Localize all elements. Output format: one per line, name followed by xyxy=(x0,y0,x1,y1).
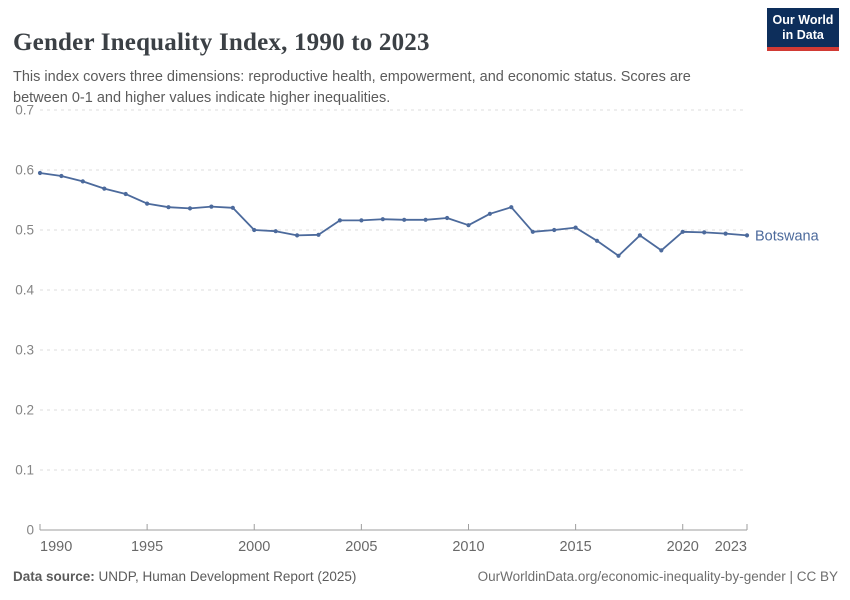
y-tick-label: 0 xyxy=(26,523,34,538)
data-point[interactable] xyxy=(573,225,578,230)
data-point[interactable] xyxy=(445,215,450,221)
data-point[interactable] xyxy=(402,217,407,222)
data-source-value: UNDP, Human Development Report (2025) xyxy=(94,569,357,584)
data-point[interactable] xyxy=(166,205,171,210)
attribution-link[interactable]: OurWorldinData.org/economic-inequality-b… xyxy=(477,569,838,584)
data-point[interactable] xyxy=(637,233,643,238)
y-tick-label: 0.3 xyxy=(15,343,34,358)
data-point[interactable] xyxy=(594,238,600,243)
data-source-label: Data source: xyxy=(13,569,95,584)
data-point[interactable] xyxy=(37,170,43,176)
data-point[interactable] xyxy=(59,173,64,179)
x-tick-label: 2015 xyxy=(559,539,591,555)
y-tick-label: 0.6 xyxy=(15,163,34,178)
y-tick-label: 0.7 xyxy=(15,103,34,118)
data-point[interactable] xyxy=(337,218,342,223)
data-point[interactable] xyxy=(552,227,557,233)
x-tick-label: 2000 xyxy=(238,539,270,555)
y-tick-label: 0.1 xyxy=(15,463,34,478)
data-point[interactable] xyxy=(723,231,728,236)
owid-logo-line2: in Data xyxy=(782,28,824,42)
data-point[interactable] xyxy=(509,205,514,210)
data-point[interactable] xyxy=(530,229,535,234)
data-point[interactable] xyxy=(209,204,214,209)
data-point[interactable] xyxy=(659,248,664,253)
data-point[interactable] xyxy=(295,233,300,238)
page-title: Gender Inequality Index, 1990 to 2023 xyxy=(13,28,430,56)
chart-subtitle: This index covers three dimensions: repr… xyxy=(13,68,691,106)
data-line xyxy=(39,172,748,257)
owid-logo-line1: Our World xyxy=(772,13,834,27)
x-tick-label: 2023 xyxy=(715,539,747,555)
y-tick-label: 0.5 xyxy=(15,223,34,238)
data-point[interactable] xyxy=(230,205,235,210)
data-point[interactable] xyxy=(316,232,321,237)
data-point[interactable] xyxy=(487,211,492,216)
data-point[interactable] xyxy=(744,233,750,238)
x-tick-label: 2010 xyxy=(452,539,484,555)
data-point[interactable] xyxy=(466,223,471,228)
data-point[interactable] xyxy=(145,201,150,206)
y-tick-label: 0.2 xyxy=(15,403,34,418)
data-point[interactable] xyxy=(616,253,621,258)
entity-label[interactable]: Botswana xyxy=(755,228,820,244)
data-point[interactable] xyxy=(702,230,707,235)
x-tick-label: 2005 xyxy=(345,539,377,555)
data-point[interactable] xyxy=(123,191,128,197)
x-tick-label: 2020 xyxy=(667,539,699,555)
data-point[interactable] xyxy=(680,229,685,234)
data-point[interactable] xyxy=(359,218,364,223)
data-point[interactable] xyxy=(252,227,257,233)
data-point[interactable] xyxy=(423,217,428,222)
data-point[interactable] xyxy=(273,229,278,234)
owid-logo[interactable]: Our World in Data xyxy=(767,8,839,51)
data-point[interactable] xyxy=(380,217,385,222)
data-point[interactable] xyxy=(187,206,193,211)
x-tick-label: 1995 xyxy=(131,539,163,555)
data-point[interactable] xyxy=(102,186,107,191)
data-point[interactable] xyxy=(80,179,85,184)
y-tick-label: 0.4 xyxy=(15,283,34,298)
x-tick-label: 1990 xyxy=(40,539,72,555)
data-source-note: Data source: UNDP, Human Development Rep… xyxy=(13,569,356,584)
